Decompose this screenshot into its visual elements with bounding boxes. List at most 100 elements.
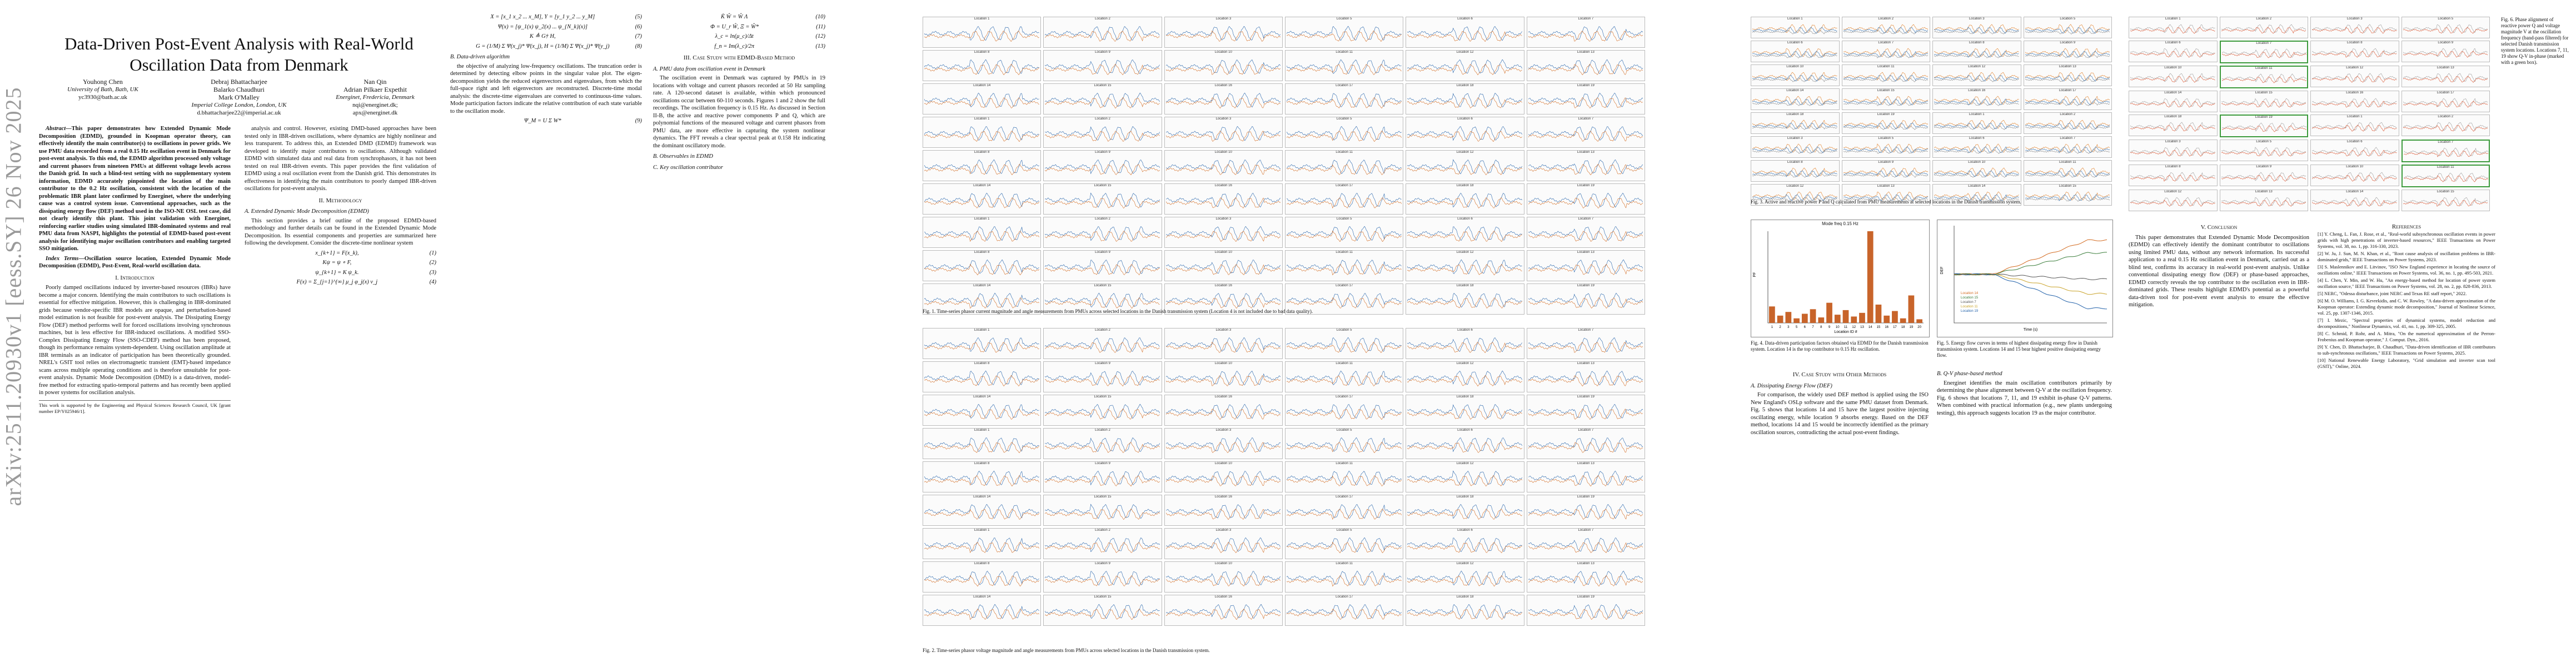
subplot-trace: [1286, 337, 1402, 354]
location-subplot: Location 12: [1406, 561, 1524, 593]
subplot-title: Location 17: [1336, 495, 1353, 499]
subplot-trace: [2130, 122, 2215, 132]
location-subplot: Location 6: [2129, 41, 2218, 62]
subplot-trace: [1934, 72, 2019, 82]
subplot-trace: [2221, 73, 2306, 83]
subplot-trace: [1407, 504, 1522, 520]
location-subplot: Location 16: [2310, 91, 2399, 112]
subplot-title: Location 7: [1578, 529, 1594, 532]
subplot-trace: [2312, 122, 2397, 132]
subplot-trace: [2221, 147, 2306, 157]
location-subplot: Location 7: [1526, 17, 1645, 48]
subplot-trace: [2025, 120, 2110, 130]
fig4-tick-label: 12: [1852, 326, 1856, 329]
author-block: Youhong Chen University of Bath, Bath, U…: [39, 78, 439, 117]
subplot-title: Location 5: [1336, 529, 1352, 532]
subplot-trace: [924, 26, 1039, 42]
column-1: Abstract—This paper demonstrates how Ext…: [39, 125, 231, 415]
subplot-trace: [924, 192, 1039, 208]
location-subplot: Location 12: [2129, 190, 2218, 211]
subplot-trace: [2025, 48, 2110, 58]
location-subplot: Location 3: [1164, 328, 1283, 359]
location-subplot: Location 8: [923, 50, 1042, 81]
subplot-trace: [1045, 471, 1160, 487]
subplot-title: Location 8: [974, 562, 990, 565]
subplot-title: Location 3: [1215, 429, 1232, 432]
subplot-trace: [2221, 48, 2306, 58]
subplot-title: Location 16: [1214, 84, 1232, 87]
subplot-title: Location 14: [973, 84, 991, 87]
location-subplot: Location 1: [1751, 17, 1840, 38]
location-subplot: Location 18: [1406, 83, 1524, 115]
subplot-trace: [1286, 259, 1402, 276]
section-heading: IV. Case Study with Other Methods: [1792, 371, 1887, 378]
subplot-title: Location 14: [2346, 190, 2364, 193]
subsection-heading: A. Extended Dynamic Mode Decomposition (…: [245, 208, 369, 215]
subplot-trace: [1407, 159, 1522, 176]
subplot-trace: [1045, 371, 1160, 387]
author-3: Nan Qin Adrian Pilkaer Expethit Energine…: [336, 78, 415, 116]
location-subplot: Location 17: [1284, 283, 1404, 315]
page-3: Location 1 Location 2 Location 3 Location 5…: [1734, 0, 2576, 667]
subplot-title: Location 15: [1094, 395, 1112, 399]
reference-item: [9] Y. Chen, D. Bhattacharjee, B. Chaudh…: [2318, 344, 2495, 356]
reference-item: [4] L. Chen, Y. Min, and W. Hu, "An ener…: [2318, 277, 2495, 289]
subplot-title: Location 9: [2060, 41, 2076, 44]
subplot-title: Location 7: [1878, 41, 1894, 44]
subplot-title: Location 8: [1969, 41, 1985, 44]
location-subplot: Location 2: [1043, 428, 1162, 459]
location-subplot: Location 3: [2310, 17, 2399, 38]
fig4-bar: [1810, 309, 1816, 323]
subplot-trace: [2403, 48, 2488, 58]
location-subplot: Location 12: [1406, 150, 1524, 181]
subplot-title: Location 6: [1457, 117, 1473, 121]
location-subplot: Location 3: [1164, 428, 1283, 459]
reference-item: [2] W. Ju, J. Sun, M. N. Khan, et al., "…: [2318, 251, 2495, 262]
subplot-trace: [1752, 120, 1837, 130]
subplot-title: Location 16: [1214, 495, 1232, 499]
subplot-title: Location 9: [1095, 462, 1110, 465]
subplot-title: Location 5: [1336, 217, 1352, 221]
subplot-trace: [1165, 26, 1281, 42]
subplot-title: Location 19: [2255, 116, 2273, 119]
location-subplot: Location 15: [1043, 183, 1162, 215]
qv-paragraph: Energinet identifies the main oscillatio…: [1937, 380, 2112, 416]
fig4-tick-label: 14: [1869, 326, 1872, 329]
location-subplot: Location 14: [923, 283, 1042, 315]
subplot-title: Location 10: [1214, 462, 1232, 465]
subplot-trace: [2403, 147, 2488, 157]
subplot-trace: [1528, 192, 1643, 208]
subsection-heading: A. Dissipating Energy Flow (DEF): [1751, 382, 1832, 389]
location-subplot: Location 6: [1751, 41, 1840, 62]
subplot-title: Location 11: [1336, 562, 1353, 565]
fig4-tick-label: 19: [1910, 326, 1914, 329]
location-subplot: Location 10: [1164, 250, 1283, 281]
subplot-trace: [1752, 24, 1837, 34]
subplot-title: Location 1: [974, 429, 990, 432]
subplot-trace: [1407, 292, 1522, 308]
subplot-trace: [1843, 96, 1928, 106]
fig4-bar: [1769, 306, 1775, 323]
subplot-title: Location 19: [1877, 113, 1895, 116]
fig4-bar: [1916, 319, 1922, 323]
subplot-trace: [1528, 292, 1643, 308]
location-subplot: Location 7: [1526, 428, 1645, 459]
subplot-trace: [924, 59, 1039, 76]
location-subplot: Location 16: [1932, 88, 2021, 110]
subsection-heading: B. Observables in EDMD: [653, 153, 713, 160]
subplot-trace: [1528, 26, 1643, 42]
subplot-title: Location 18: [1456, 284, 1474, 287]
subplot-trace: [2403, 24, 2488, 34]
subplot-trace: [1286, 193, 1402, 209]
subplot-trace: [2403, 172, 2488, 182]
subplot-title: Location 10: [2164, 66, 2182, 69]
subplot-trace: [1165, 337, 1281, 353]
subplot-trace: [1407, 604, 1522, 620]
subplot-trace: [1752, 96, 1837, 106]
subplot-title: Location 12: [1456, 362, 1474, 365]
fig5-legend-entry: Location 7: [1961, 301, 1976, 304]
location-subplot: Location 15: [1841, 88, 1930, 110]
location-subplot: Location 2: [2023, 112, 2112, 134]
subplot-trace: [1045, 571, 1160, 587]
location-subplot: Location 9: [1043, 461, 1162, 492]
